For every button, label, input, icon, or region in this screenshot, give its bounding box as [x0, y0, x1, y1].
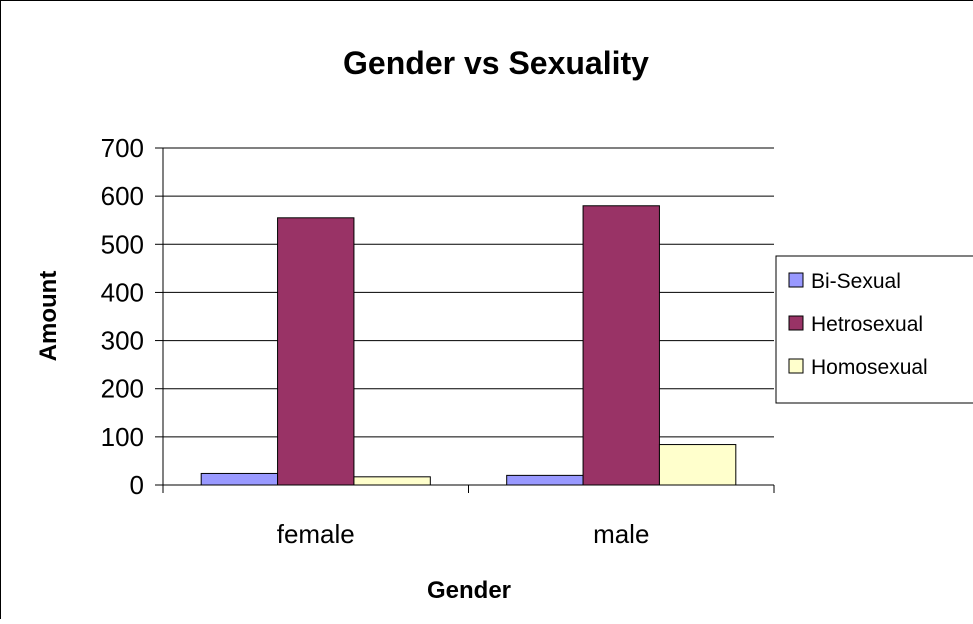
- y-tick-label: 400: [101, 277, 144, 307]
- y-tick-label: 0: [130, 470, 144, 500]
- y-tick-label: 100: [101, 422, 144, 452]
- legend-label: Homosexual: [811, 356, 928, 379]
- y-axis-title: Amount: [35, 271, 62, 362]
- bar-bi-sexual-female: [201, 473, 277, 485]
- bar-hetrosexual-female: [278, 218, 354, 485]
- legend-swatch: [789, 273, 803, 287]
- y-tick-label: 200: [101, 374, 144, 404]
- x-tick-label: female: [277, 519, 355, 549]
- y-tick-label: 600: [101, 181, 144, 211]
- chart-title: Gender vs Sexuality: [343, 45, 649, 81]
- y-tick-label: 300: [101, 326, 144, 356]
- legend-label: Bi-Sexual: [811, 270, 901, 293]
- bar-hetrosexual-male: [583, 206, 659, 485]
- x-axis-title: Gender: [427, 577, 511, 604]
- legend: Bi-Sexual Hetrosexual Homosexual: [776, 256, 973, 403]
- y-tick-label: 500: [101, 229, 144, 259]
- y-tick-label: 700: [101, 133, 144, 163]
- bar-bi-sexual-male: [507, 475, 583, 485]
- legend-swatch: [789, 316, 803, 330]
- legend-swatch: [789, 359, 803, 373]
- bar-homosexual-female: [354, 477, 430, 485]
- x-tick-label: male: [593, 519, 649, 549]
- legend-label: Hetrosexual: [811, 313, 923, 336]
- bar-homosexual-male: [659, 445, 735, 485]
